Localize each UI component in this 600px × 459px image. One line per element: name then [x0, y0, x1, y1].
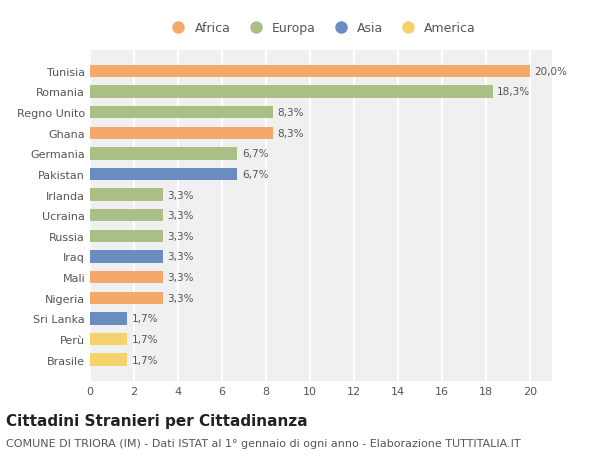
Text: 3,3%: 3,3% — [167, 211, 193, 221]
Bar — [90, 168, 238, 181]
Text: 3,3%: 3,3% — [167, 190, 193, 200]
Text: 6,7%: 6,7% — [242, 169, 268, 179]
Bar — [90, 106, 272, 119]
Text: 1,7%: 1,7% — [132, 355, 158, 365]
Text: 20,0%: 20,0% — [535, 67, 567, 77]
Text: 3,3%: 3,3% — [167, 252, 193, 262]
Text: 8,3%: 8,3% — [277, 129, 304, 139]
Bar — [90, 66, 530, 78]
Text: 3,3%: 3,3% — [167, 231, 193, 241]
Bar — [90, 86, 493, 98]
Bar — [90, 292, 163, 304]
Bar — [90, 230, 163, 242]
Text: 1,7%: 1,7% — [132, 334, 158, 344]
Bar — [90, 271, 163, 284]
Bar — [90, 251, 163, 263]
Bar — [90, 189, 163, 202]
Text: 1,7%: 1,7% — [132, 313, 158, 324]
Bar — [90, 333, 127, 345]
Text: 6,7%: 6,7% — [242, 149, 268, 159]
Text: 3,3%: 3,3% — [167, 293, 193, 303]
Text: COMUNE DI TRIORA (IM) - Dati ISTAT al 1° gennaio di ogni anno - Elaborazione TUT: COMUNE DI TRIORA (IM) - Dati ISTAT al 1°… — [6, 438, 521, 448]
Bar — [90, 148, 238, 160]
Bar — [90, 353, 127, 366]
Bar — [90, 210, 163, 222]
Bar — [90, 127, 272, 140]
Text: Cittadini Stranieri per Cittadinanza: Cittadini Stranieri per Cittadinanza — [6, 413, 308, 428]
Text: 18,3%: 18,3% — [497, 87, 530, 97]
Legend: Africa, Europa, Asia, America: Africa, Europa, Asia, America — [161, 17, 481, 40]
Bar — [90, 313, 127, 325]
Text: 3,3%: 3,3% — [167, 273, 193, 282]
Text: 8,3%: 8,3% — [277, 108, 304, 118]
